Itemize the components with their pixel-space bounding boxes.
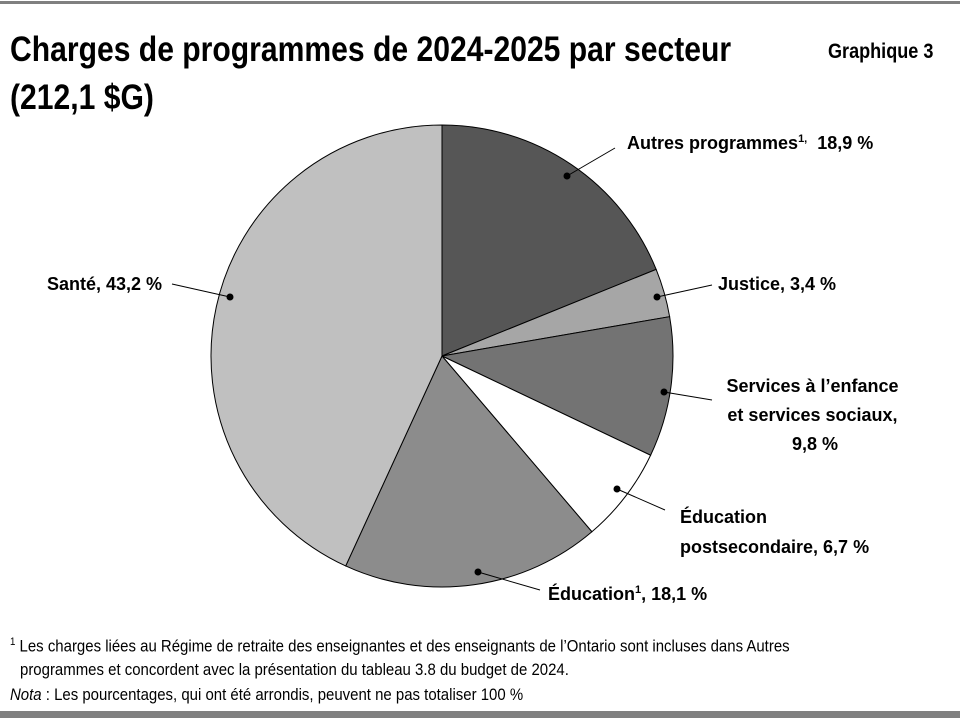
leader-dot-5 xyxy=(226,293,234,301)
leader-line-1 xyxy=(656,284,713,298)
top-border xyxy=(0,1,960,4)
label-education-postsecondaire: Éducation postsecondaire, 6,7 % xyxy=(680,506,869,557)
leader-dot-2 xyxy=(660,388,668,396)
label-justice: Justice, 3,4 % xyxy=(718,274,836,294)
leader-line-3 xyxy=(616,488,666,511)
pie-slice-0 xyxy=(441,124,657,357)
title-line-2: (212,1 $G) xyxy=(10,78,154,117)
leader-line-5 xyxy=(171,283,231,298)
footnote-1: 1 Les charges liées au Régime de retrait… xyxy=(10,636,790,656)
leader-dot-0 xyxy=(563,172,571,180)
label-services: Services à l’enfance et services sociaux… xyxy=(726,376,903,454)
leader-line-0 xyxy=(566,147,616,177)
pie-slice-4 xyxy=(345,355,593,588)
pie-slice-2 xyxy=(440,316,674,456)
leader-dot-4 xyxy=(474,568,482,576)
nota: Nota : Les pourcentages, qui ont été arr… xyxy=(10,685,524,704)
leader-line-2 xyxy=(663,391,713,401)
leader-dot-3 xyxy=(613,485,621,493)
leader-line-4 xyxy=(477,571,541,591)
chart-title: Charges de programmes de 2024-2025 par s… xyxy=(10,26,731,122)
footnote-1-cont: programmes et concordent avec la présent… xyxy=(20,660,569,679)
label-autres-programmes: Autres programmes1, 18,9 % xyxy=(627,133,873,153)
title-line-1: Charges de programmes de 2024-2025 par s… xyxy=(10,30,732,69)
label-education: Éducation1, 18,1 % xyxy=(548,583,707,604)
pie-slice-5 xyxy=(210,124,443,567)
chart-number: Graphique 3 xyxy=(828,40,934,63)
bottom-border xyxy=(0,711,960,718)
label-sante: Santé, 43,2 % xyxy=(47,274,162,294)
leader-dot-1 xyxy=(653,293,661,301)
